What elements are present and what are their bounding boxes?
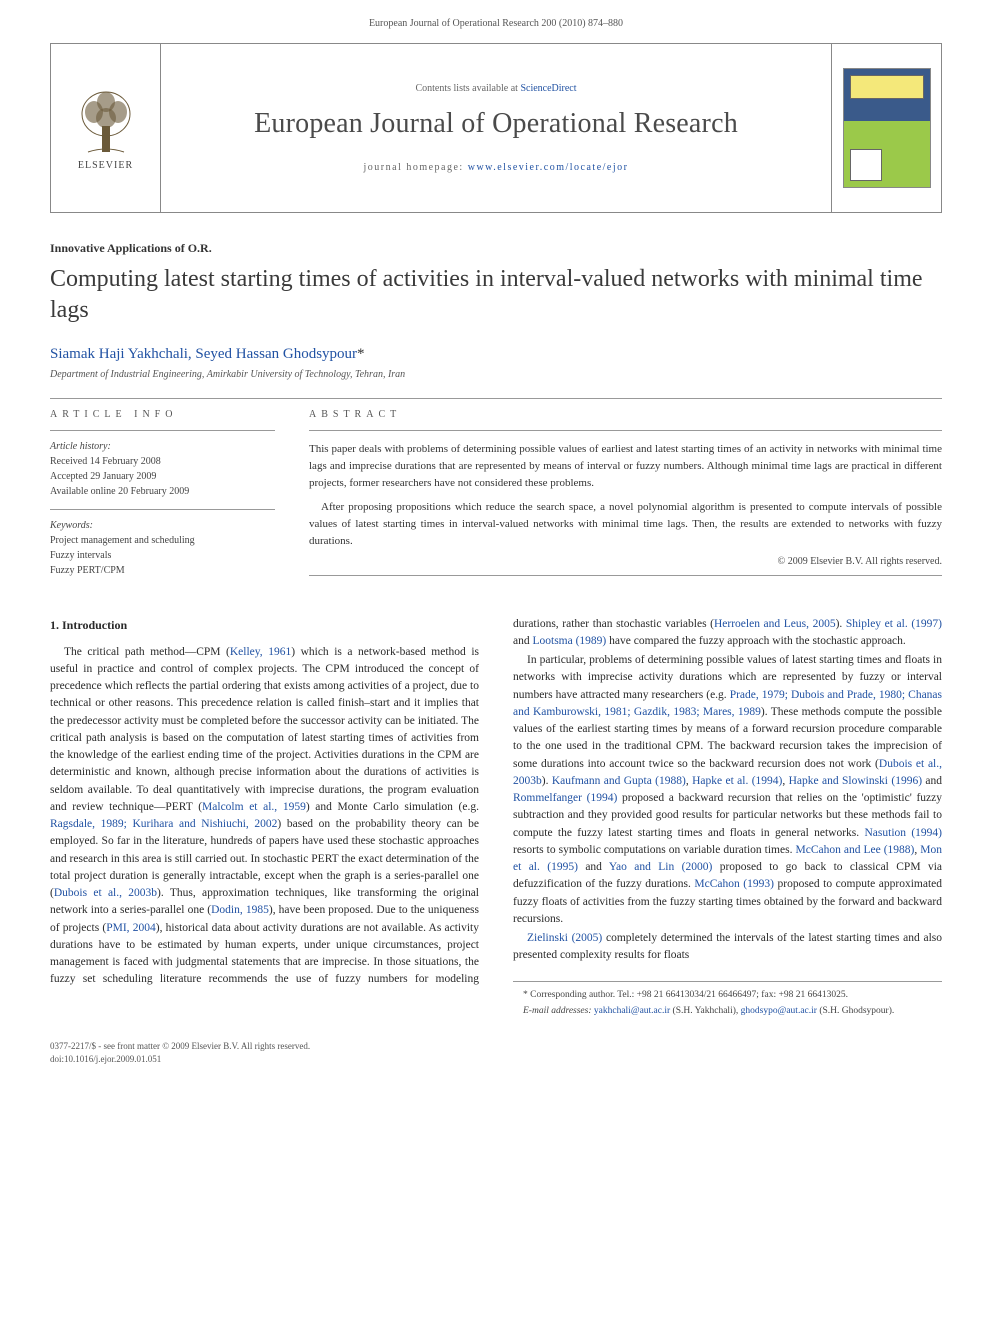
ref-link[interactable]: PMI, 2004 xyxy=(106,922,156,934)
article-info-col: ARTICLE INFO Article history: Received 1… xyxy=(50,409,275,585)
ref-link[interactable]: Herroelen and Leus, 2005 xyxy=(714,618,836,630)
body-columns: 1. Introduction The critical path method… xyxy=(50,616,942,1019)
ref-link[interactable]: Dodin, 1985 xyxy=(211,904,269,916)
divider xyxy=(50,509,275,510)
article-info-head: ARTICLE INFO xyxy=(50,409,275,420)
ref-link[interactable]: Ragsdale, 1989; Kurihara and Nishiuchi, … xyxy=(50,818,277,830)
running-head: European Journal of Operational Research… xyxy=(50,0,942,43)
divider xyxy=(309,575,942,576)
divider xyxy=(50,430,275,431)
masthead-center: Contents lists available at ScienceDirec… xyxy=(161,44,831,212)
email-line: E-mail addresses: yakhchali@aut.ac.ir (S… xyxy=(513,1004,942,1018)
journal-homepage-line: journal homepage: www.elsevier.com/locat… xyxy=(364,162,629,173)
ref-link[interactable]: Lootsma (1989) xyxy=(532,635,606,647)
corresponding-author-note: * Corresponding author. Tel.: +98 21 664… xyxy=(513,988,942,1002)
body-para: Zielinski (2005) completely determined t… xyxy=(513,930,942,965)
ref-link[interactable]: Hapke and Slowinski (1996) xyxy=(789,775,922,787)
abstract-para: After proposing propositions which reduc… xyxy=(309,499,942,550)
author-link-1[interactable]: Siamak Haji Yakhchali, Seyed Hassan Ghod… xyxy=(50,346,357,362)
corresp-marker: * xyxy=(357,346,365,362)
ref-link[interactable]: Kaufmann and Gupta (1988) xyxy=(552,775,686,787)
history-label: Article history: xyxy=(50,441,275,452)
online-date: Available online 20 February 2009 xyxy=(50,484,275,499)
publisher-logo-cell: ELSEVIER xyxy=(51,44,161,212)
issn-line: 0377-2217/$ - see front matter © 2009 El… xyxy=(50,1040,942,1053)
publisher-name: ELSEVIER xyxy=(78,160,133,171)
journal-cover-thumbnail xyxy=(843,68,931,188)
abstract-text: This paper deals with problems of determ… xyxy=(309,441,942,549)
keyword: Fuzzy PERT/CPM xyxy=(50,563,275,578)
footnotes: * Corresponding author. Tel.: +98 21 664… xyxy=(513,981,942,1019)
ref-link[interactable]: Rommelfanger (1994) xyxy=(513,792,617,804)
abstract-copyright: © 2009 Elsevier B.V. All rights reserved… xyxy=(309,556,942,567)
keyword: Project management and scheduling xyxy=(50,533,275,548)
homepage-prefix: journal homepage: xyxy=(364,162,468,173)
section-heading: 1. Introduction xyxy=(50,616,479,634)
divider xyxy=(309,430,942,431)
contents-prefix: Contents lists available at xyxy=(415,83,520,94)
ref-link[interactable]: Kelley, 1961 xyxy=(230,646,291,658)
journal-name: European Journal of Operational Research xyxy=(254,108,738,140)
ref-link[interactable]: Nasution (1994) xyxy=(864,827,942,839)
ref-link[interactable]: McCahon and Lee (1988) xyxy=(795,844,914,856)
masthead: ELSEVIER Contents lists available at Sci… xyxy=(50,43,942,213)
homepage-link[interactable]: www.elsevier.com/locate/ejor xyxy=(468,162,629,173)
page-footer: 0377-2217/$ - see front matter © 2009 El… xyxy=(50,1040,942,1065)
ref-link[interactable]: Zielinski (2005) xyxy=(527,932,602,944)
affiliation: Department of Industrial Engineering, Am… xyxy=(50,369,942,380)
info-abstract-row: ARTICLE INFO Article history: Received 1… xyxy=(50,409,942,585)
received-date: Received 14 February 2008 xyxy=(50,454,275,469)
accepted-date: Accepted 29 January 2009 xyxy=(50,469,275,484)
email-link[interactable]: yakhchali@aut.ac.ir xyxy=(594,1006,670,1016)
ref-link[interactable]: Yao and Lin (2000) xyxy=(609,861,712,873)
keywords-label: Keywords: xyxy=(50,520,275,531)
authors: Siamak Haji Yakhchali, Seyed Hassan Ghod… xyxy=(50,346,942,363)
body-para: In particular, problems of determining p… xyxy=(513,652,942,928)
elsevier-tree-icon xyxy=(76,86,136,156)
ref-link[interactable]: Shipley et al. (1997) xyxy=(846,618,942,630)
email-link[interactable]: ghodsypo@aut.ac.ir xyxy=(741,1006,817,1016)
abstract-para: This paper deals with problems of determ… xyxy=(309,441,942,492)
article-kicker: Innovative Applications of O.R. xyxy=(50,241,942,256)
sciencedirect-link[interactable]: ScienceDirect xyxy=(520,83,576,94)
article-title: Computing latest starting times of activ… xyxy=(50,264,942,326)
journal-cover-cell xyxy=(831,44,941,212)
ref-link[interactable]: McCahon (1993) xyxy=(694,878,774,890)
ref-link[interactable]: Malcolm et al., 1959 xyxy=(202,801,306,813)
divider xyxy=(50,398,942,399)
keyword: Fuzzy intervals xyxy=(50,548,275,563)
contents-available-line: Contents lists available at ScienceDirec… xyxy=(415,83,576,94)
doi-line: doi:10.1016/j.ejor.2009.01.051 xyxy=(50,1053,942,1066)
ref-link[interactable]: Dubois et al., 2003b xyxy=(54,887,157,899)
abstract-head: ABSTRACT xyxy=(309,409,942,420)
abstract-col: ABSTRACT This paper deals with problems … xyxy=(309,409,942,585)
ref-link[interactable]: Hapke et al. (1994) xyxy=(692,775,782,787)
